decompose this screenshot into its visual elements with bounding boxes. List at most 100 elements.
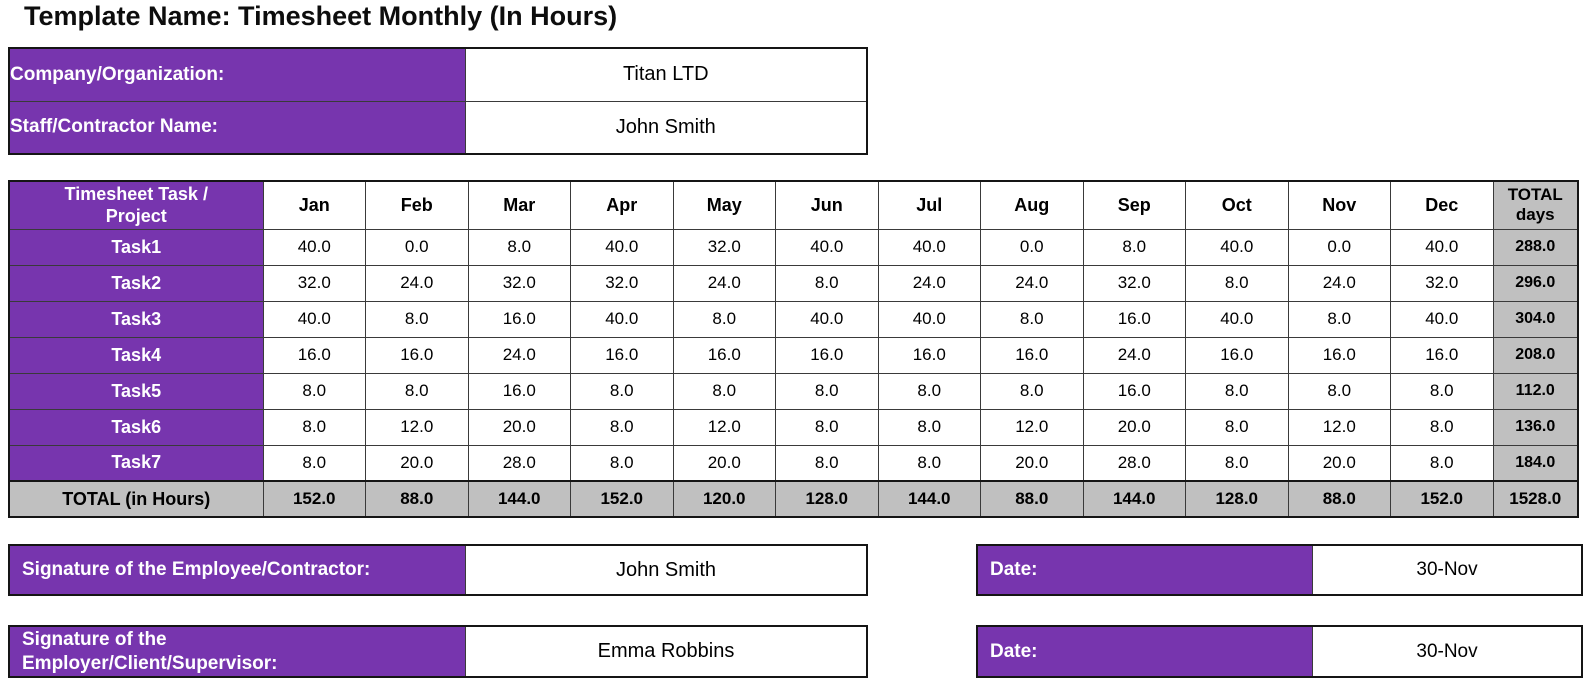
hours-cell[interactable]: 8.0 bbox=[1287, 372, 1391, 410]
hours-cell[interactable]: 8.0 bbox=[672, 372, 776, 410]
hours-cell[interactable]: 32.0 bbox=[1082, 264, 1186, 302]
hours-cell[interactable]: 40.0 bbox=[262, 228, 366, 266]
hours-cell[interactable]: 32.0 bbox=[570, 264, 674, 302]
hours-cell[interactable]: 16.0 bbox=[570, 336, 674, 374]
hours-cell[interactable]: 28.0 bbox=[1082, 444, 1186, 482]
hours-cell[interactable]: 40.0 bbox=[1185, 228, 1289, 266]
row-total-cell: 112.0 bbox=[1492, 372, 1579, 410]
hours-cell[interactable]: 16.0 bbox=[467, 300, 571, 338]
hours-cell[interactable]: 8.0 bbox=[672, 300, 776, 338]
employer-signature-value[interactable]: Emma Robbins bbox=[466, 627, 866, 676]
hours-cell[interactable]: 24.0 bbox=[980, 264, 1084, 302]
hours-cell[interactable]: 8.0 bbox=[467, 228, 571, 266]
hours-cell[interactable]: 12.0 bbox=[365, 408, 469, 446]
hours-cell[interactable]: 16.0 bbox=[1390, 336, 1494, 374]
hours-cell[interactable]: 0.0 bbox=[1287, 228, 1391, 266]
hours-cell[interactable]: 24.0 bbox=[365, 264, 469, 302]
hours-cell[interactable]: 20.0 bbox=[1287, 444, 1391, 482]
hours-cell[interactable]: 16.0 bbox=[1082, 300, 1186, 338]
hours-cell[interactable]: 8.0 bbox=[1185, 372, 1289, 410]
hours-cell[interactable]: 16.0 bbox=[1082, 372, 1186, 410]
hours-cell[interactable]: 8.0 bbox=[775, 408, 879, 446]
hours-cell[interactable]: 8.0 bbox=[262, 372, 366, 410]
hours-cell[interactable]: 12.0 bbox=[980, 408, 1084, 446]
company-value[interactable]: Titan LTD bbox=[464, 47, 868, 102]
hours-cell[interactable]: 8.0 bbox=[775, 372, 879, 410]
hours-cell[interactable]: 40.0 bbox=[1390, 228, 1494, 266]
hours-cell[interactable]: 8.0 bbox=[1185, 408, 1289, 446]
hours-cell[interactable]: 16.0 bbox=[877, 336, 981, 374]
hours-cell[interactable]: 40.0 bbox=[775, 300, 879, 338]
staff-name-value[interactable]: John Smith bbox=[464, 100, 868, 155]
hours-cell[interactable]: 16.0 bbox=[262, 336, 366, 374]
hours-cell[interactable]: 16.0 bbox=[1185, 336, 1289, 374]
task-row-task3: Task3 40.0 8.0 16.0 40.0 8.0 40.0 40.0 8.0 16.0 40… bbox=[8, 300, 1579, 338]
hours-cell[interactable]: 8.0 bbox=[1287, 300, 1391, 338]
month-header-apr: Apr bbox=[570, 180, 674, 230]
hours-cell[interactable]: 0.0 bbox=[365, 228, 469, 266]
hours-cell[interactable]: 8.0 bbox=[365, 372, 469, 410]
hours-cell[interactable]: 16.0 bbox=[1287, 336, 1391, 374]
hours-cell[interactable]: 8.0 bbox=[1390, 372, 1494, 410]
hours-cell[interactable]: 40.0 bbox=[877, 228, 981, 266]
column-total-cell: 144.0 bbox=[1082, 480, 1186, 518]
hours-cell[interactable]: 8.0 bbox=[262, 408, 366, 446]
hours-cell[interactable]: 32.0 bbox=[262, 264, 366, 302]
hours-cell[interactable]: 40.0 bbox=[1185, 300, 1289, 338]
hours-cell[interactable]: 40.0 bbox=[775, 228, 879, 266]
hours-cell[interactable]: 28.0 bbox=[467, 444, 571, 482]
hours-cell[interactable]: 40.0 bbox=[570, 300, 674, 338]
hours-cell[interactable]: 8.0 bbox=[570, 444, 674, 482]
hours-cell[interactable]: 24.0 bbox=[467, 336, 571, 374]
hours-cell[interactable]: 8.0 bbox=[1390, 408, 1494, 446]
column-total-cell: 152.0 bbox=[1390, 480, 1494, 518]
hours-cell[interactable]: 8.0 bbox=[877, 372, 981, 410]
hours-cell[interactable]: 20.0 bbox=[365, 444, 469, 482]
hours-cell[interactable]: 24.0 bbox=[672, 264, 776, 302]
hours-cell[interactable]: 8.0 bbox=[262, 444, 366, 482]
hours-cell[interactable]: 16.0 bbox=[775, 336, 879, 374]
hours-cell[interactable]: 24.0 bbox=[877, 264, 981, 302]
hours-cell[interactable]: 16.0 bbox=[980, 336, 1084, 374]
hours-cell[interactable]: 8.0 bbox=[980, 300, 1084, 338]
timesheet-body: Task1 40.0 0.0 8.0 40.0 32.0 40.0 40.0 0.0 8.0 40.… bbox=[8, 228, 1579, 518]
hours-cell[interactable]: 20.0 bbox=[980, 444, 1084, 482]
timesheet-table: Timesheet Task / Project Jan Feb Mar Apr May J… bbox=[8, 180, 1579, 518]
employer-date-value[interactable]: 30-Nov bbox=[1313, 627, 1581, 676]
hours-cell[interactable]: 8.0 bbox=[1390, 444, 1494, 482]
hours-cell[interactable]: 24.0 bbox=[1287, 264, 1391, 302]
hours-cell[interactable]: 8.0 bbox=[775, 444, 879, 482]
company-label: Company/Organization: bbox=[8, 47, 466, 102]
hours-cell[interactable]: 12.0 bbox=[672, 408, 776, 446]
hours-cell[interactable]: 16.0 bbox=[672, 336, 776, 374]
hours-cell[interactable]: 32.0 bbox=[1390, 264, 1494, 302]
hours-cell[interactable]: 16.0 bbox=[467, 372, 571, 410]
hours-cell[interactable]: 20.0 bbox=[1082, 408, 1186, 446]
hours-cell[interactable]: 20.0 bbox=[672, 444, 776, 482]
employee-signature-value[interactable]: John Smith bbox=[466, 546, 866, 594]
hours-cell[interactable]: 8.0 bbox=[775, 264, 879, 302]
column-total-cell: 128.0 bbox=[775, 480, 879, 518]
hours-cell[interactable]: 32.0 bbox=[672, 228, 776, 266]
hours-cell[interactable]: 24.0 bbox=[1082, 336, 1186, 374]
hours-cell[interactable]: 40.0 bbox=[877, 300, 981, 338]
hours-cell[interactable]: 8.0 bbox=[877, 444, 981, 482]
employee-date-value[interactable]: 30-Nov bbox=[1313, 546, 1581, 594]
hours-cell[interactable]: 32.0 bbox=[467, 264, 571, 302]
hours-cell[interactable]: 16.0 bbox=[365, 336, 469, 374]
hours-cell[interactable]: 8.0 bbox=[877, 408, 981, 446]
hours-cell[interactable]: 8.0 bbox=[1185, 444, 1289, 482]
hours-cell[interactable]: 8.0 bbox=[1185, 264, 1289, 302]
hours-cell[interactable]: 8.0 bbox=[365, 300, 469, 338]
hours-cell[interactable]: 40.0 bbox=[1390, 300, 1494, 338]
hours-cell[interactable]: 40.0 bbox=[262, 300, 366, 338]
hours-cell[interactable]: 8.0 bbox=[570, 372, 674, 410]
hours-cell[interactable]: 8.0 bbox=[980, 372, 1084, 410]
hours-cell[interactable]: 8.0 bbox=[570, 408, 674, 446]
hours-cell[interactable]: 12.0 bbox=[1287, 408, 1391, 446]
hours-cell[interactable]: 40.0 bbox=[570, 228, 674, 266]
hours-cell[interactable]: 20.0 bbox=[467, 408, 571, 446]
hours-cell[interactable]: 0.0 bbox=[980, 228, 1084, 266]
column-total-cell: 144.0 bbox=[877, 480, 981, 518]
hours-cell[interactable]: 8.0 bbox=[1082, 228, 1186, 266]
